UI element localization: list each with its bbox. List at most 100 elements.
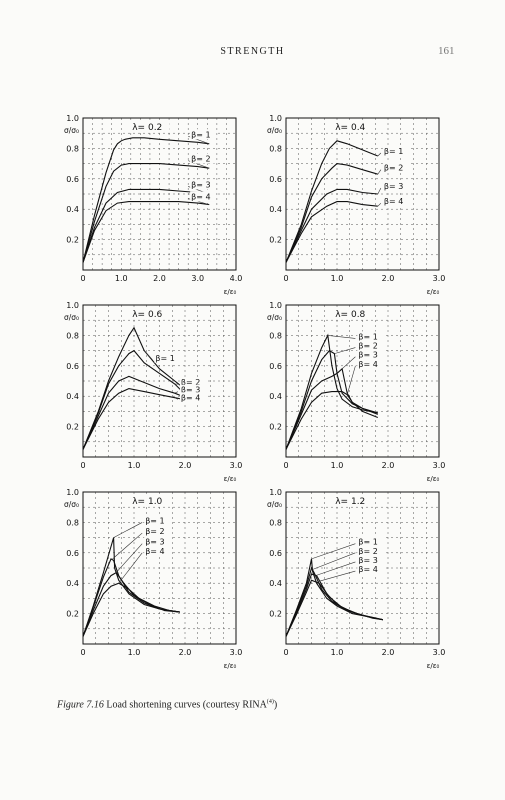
page-number: 161 xyxy=(438,45,455,57)
label-background xyxy=(382,146,409,156)
label-background xyxy=(190,129,217,140)
y-axis-label: σ/σ₀ xyxy=(64,500,79,509)
y-tick-label: 0.8 xyxy=(269,518,282,527)
caption-close: ) xyxy=(273,699,278,711)
label-background xyxy=(382,196,409,207)
x-tick-label: 2.0 xyxy=(382,648,395,657)
panel-title: λ= 1.2 xyxy=(335,497,365,507)
x-tick-label: 3.0 xyxy=(191,274,204,283)
y-tick-label: 1.0 xyxy=(269,301,282,310)
y-tick-label: 1.0 xyxy=(66,114,79,123)
y-tick-label: 0.4 xyxy=(269,579,282,588)
series-label: β= 1 xyxy=(145,516,164,525)
x-tick-label: 2.0 xyxy=(179,461,192,470)
series-label: β= 4 xyxy=(358,360,377,369)
label-background xyxy=(190,179,217,190)
y-tick-label: 0.8 xyxy=(66,144,79,153)
label-background xyxy=(357,349,384,360)
title-background xyxy=(328,495,373,506)
y-axis-label: σ/σ₀ xyxy=(267,500,282,509)
label-leader xyxy=(113,522,143,538)
series-line-1 xyxy=(285,140,379,263)
label-leader xyxy=(377,202,382,207)
y-tick-label: 0.6 xyxy=(66,175,79,184)
label-background xyxy=(357,545,384,556)
page-header-title: STRENGTH xyxy=(220,46,285,57)
series-label: β= 2 xyxy=(384,164,403,173)
series-label: β= 3 xyxy=(191,180,210,189)
title-background xyxy=(125,495,170,506)
series-label: β= 2 xyxy=(191,155,210,164)
x-tick-label: 3.0 xyxy=(230,461,243,470)
x-tick-label: 3.0 xyxy=(230,648,243,657)
series-line-4 xyxy=(82,201,210,263)
x-tick-label: 1.0 xyxy=(128,648,141,657)
label-leader xyxy=(315,561,356,576)
y-tick-label: 0.6 xyxy=(66,362,79,371)
series-label: β= 4 xyxy=(191,193,210,202)
x-tick-label: 3.0 xyxy=(433,461,446,470)
y-tick-label: 0.8 xyxy=(66,331,79,340)
panel-title: λ= 1.0 xyxy=(132,497,162,507)
label-background xyxy=(179,392,206,403)
x-tick-label: 4.0 xyxy=(230,274,243,283)
label-leader xyxy=(174,397,179,400)
label-leader xyxy=(115,543,143,573)
label-leader xyxy=(143,350,153,360)
label-background xyxy=(179,384,206,395)
title-background xyxy=(328,121,373,132)
label-leader xyxy=(341,356,356,370)
series-line-3 xyxy=(82,571,180,637)
series-label: β= 1 xyxy=(358,538,377,547)
series-label: β= 1 xyxy=(191,130,210,139)
series-label: β= 1 xyxy=(155,354,174,363)
x-tick-label: 2.0 xyxy=(153,274,166,283)
series-label: β= 2 xyxy=(181,378,200,387)
y-axis-label: σ/σ₀ xyxy=(64,313,79,322)
series-line-4 xyxy=(82,388,183,450)
series-line-4 xyxy=(285,579,383,637)
x-tick-label: 3.0 xyxy=(433,648,446,657)
series-line-4 xyxy=(285,201,378,263)
y-tick-label: 0.8 xyxy=(269,331,282,340)
x-tick-label: 3.0 xyxy=(433,274,446,283)
label-background xyxy=(144,536,171,547)
y-tick-label: 0.6 xyxy=(269,362,282,371)
plot-frame xyxy=(82,304,237,458)
series-label: β= 1 xyxy=(358,332,377,341)
y-tick-label: 0.4 xyxy=(66,392,79,401)
caption-text: Load shortening curves (courtesy RINA xyxy=(103,699,267,711)
series-line-3 xyxy=(285,367,379,450)
x-tick-label: 1.0 xyxy=(331,648,344,657)
y-axis-label: σ/σ₀ xyxy=(267,126,282,135)
series-label: β= 1 xyxy=(384,147,403,156)
series-line-1 xyxy=(82,326,183,450)
series-label: β= 3 xyxy=(384,182,403,191)
caption-label: Figure 7.16 xyxy=(57,699,104,711)
label-leader xyxy=(377,187,382,195)
series-label: β= 4 xyxy=(145,547,164,556)
series-label: β= 3 xyxy=(145,538,164,547)
plot-frame xyxy=(82,491,237,645)
series-line-2 xyxy=(82,163,210,263)
label-background xyxy=(357,554,384,565)
x-tick-label: 2.0 xyxy=(382,461,395,470)
x-tick-label: 2.0 xyxy=(382,274,395,283)
x-tick-label: 0 xyxy=(80,274,85,283)
y-tick-label: 1.0 xyxy=(269,114,282,123)
label-leader xyxy=(118,552,143,584)
series-line-2 xyxy=(285,163,378,263)
caption-reference: (4) xyxy=(266,699,274,705)
label-leader xyxy=(311,543,356,560)
series-line-4 xyxy=(285,391,379,450)
x-axis-label: ε/ε₀ xyxy=(427,288,440,296)
series-line-2 xyxy=(82,558,180,637)
label-background xyxy=(144,515,171,526)
label-background xyxy=(144,526,171,537)
series-line-4 xyxy=(82,582,180,637)
x-tick-label: 0 xyxy=(80,461,85,470)
x-axis-label: ε/ε₀ xyxy=(224,662,237,670)
y-tick-label: 1.0 xyxy=(66,301,79,310)
y-tick-label: 0.2 xyxy=(269,423,282,432)
